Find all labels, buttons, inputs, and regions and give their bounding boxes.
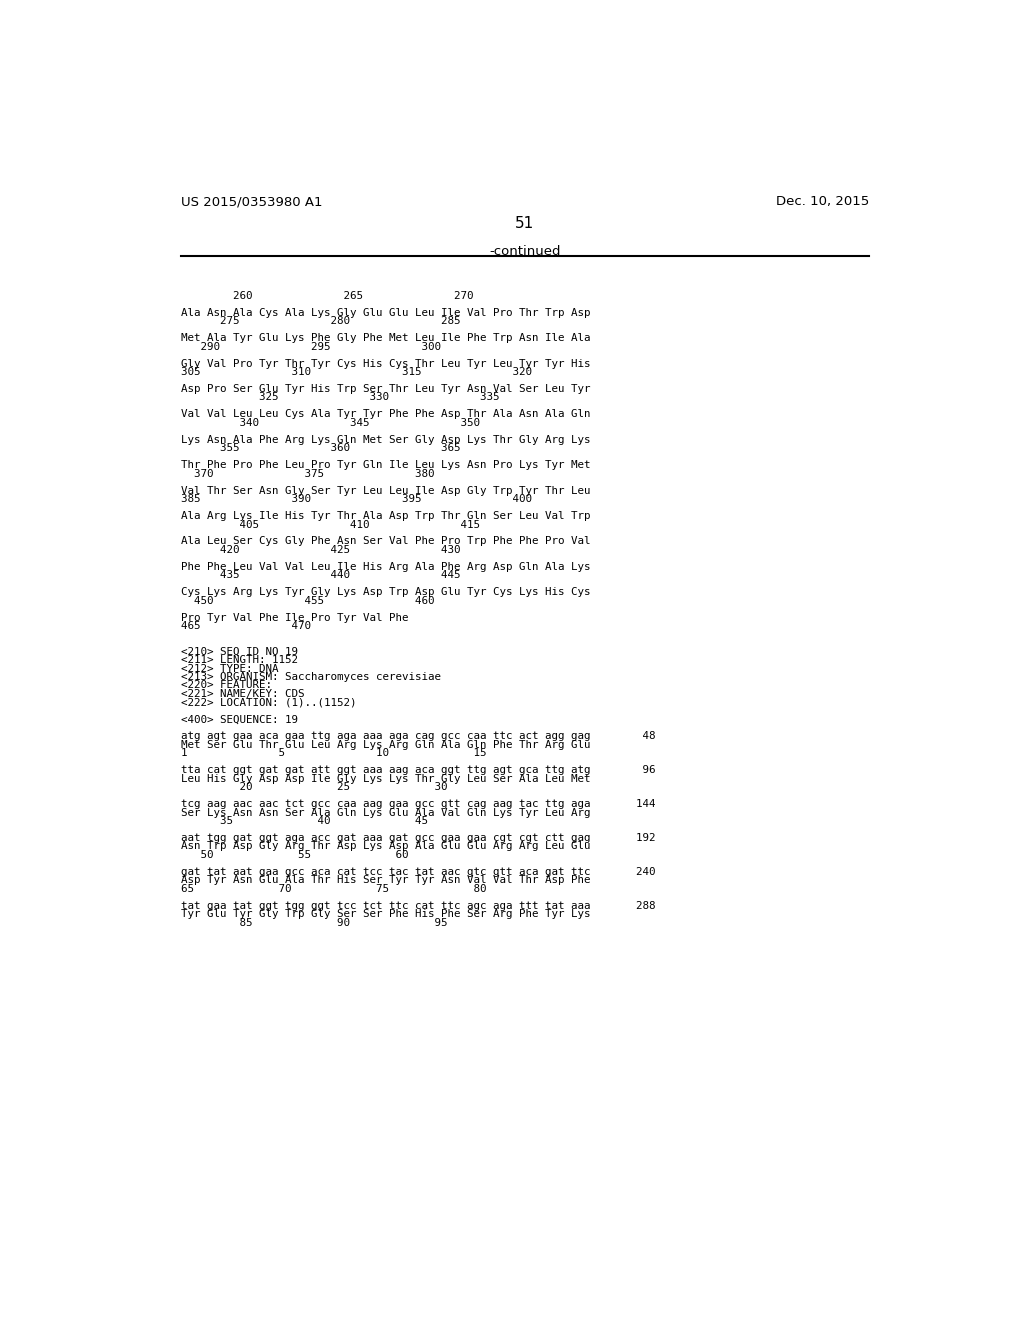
Text: 435              440              445: 435 440 445	[180, 570, 460, 581]
Text: tcg aag aac aac tct gcc caa aag gaa gcc gtt cag aag tac ttg aga       144: tcg aag aac aac tct gcc caa aag gaa gcc …	[180, 799, 655, 809]
Text: gat tat aat gaa gcc aca cat tcc tac tat aac gtc gtt aca gat ttc       240: gat tat aat gaa gcc aca cat tcc tac tat …	[180, 867, 655, 876]
Text: <213> ORGANISM: Saccharomyces cerevisiae: <213> ORGANISM: Saccharomyces cerevisiae	[180, 672, 440, 682]
Text: 85             90             95: 85 90 95	[180, 917, 447, 928]
Text: 35             40             45: 35 40 45	[180, 816, 428, 826]
Text: Met Ala Tyr Glu Lys Phe Gly Phe Met Leu Ile Phe Trp Asn Ile Ala: Met Ala Tyr Glu Lys Phe Gly Phe Met Leu …	[180, 333, 590, 343]
Text: Thr Phe Pro Phe Leu Pro Tyr Gln Ile Leu Lys Asn Pro Lys Tyr Met: Thr Phe Pro Phe Leu Pro Tyr Gln Ile Leu …	[180, 461, 590, 470]
Text: 450              455              460: 450 455 460	[180, 595, 434, 606]
Text: 275              280              285: 275 280 285	[180, 317, 460, 326]
Text: atg agt gaa aca gaa ttg aga aaa aga cag gcc caa ttc act agg gag        48: atg agt gaa aca gaa ttg aga aaa aga cag …	[180, 731, 655, 742]
Text: 405              410              415: 405 410 415	[180, 520, 479, 529]
Text: 325              330              335: 325 330 335	[180, 392, 500, 403]
Text: 20             25             30: 20 25 30	[180, 781, 447, 792]
Text: 51: 51	[515, 216, 535, 231]
Text: <400> SEQUENCE: 19: <400> SEQUENCE: 19	[180, 714, 298, 725]
Text: 305              310              315              320: 305 310 315 320	[180, 367, 531, 378]
Text: Tyr Glu Tyr Gly Trp Gly Ser Ser Phe His Phe Ser Arg Phe Tyr Lys: Tyr Glu Tyr Gly Trp Gly Ser Ser Phe His …	[180, 909, 590, 919]
Text: tta cat ggt gat gat att ggt aaa aag aca ggt ttg agt gca ttg atg        96: tta cat ggt gat gat att ggt aaa aag aca …	[180, 766, 655, 775]
Text: <222> LOCATION: (1)..(1152): <222> LOCATION: (1)..(1152)	[180, 697, 356, 708]
Text: <221> NAME/KEY: CDS: <221> NAME/KEY: CDS	[180, 689, 304, 698]
Text: Ala Asn Ala Cys Ala Lys Gly Glu Glu Leu Ile Val Pro Thr Trp Asp: Ala Asn Ala Cys Ala Lys Gly Glu Glu Leu …	[180, 308, 590, 318]
Text: Leu His Gly Asp Asp Ile Gly Lys Lys Thr Gly Leu Ser Ala Leu Met: Leu His Gly Asp Asp Ile Gly Lys Lys Thr …	[180, 774, 590, 784]
Text: 385              390              395              400: 385 390 395 400	[180, 494, 531, 504]
Text: Dec. 10, 2015: Dec. 10, 2015	[775, 195, 869, 209]
Text: 355              360              365: 355 360 365	[180, 444, 460, 453]
Text: Pro Tyr Val Phe Ile Pro Tyr Val Phe: Pro Tyr Val Phe Ile Pro Tyr Val Phe	[180, 612, 409, 623]
Text: tat gaa tat ggt tgg ggt tcc tct ttc cat ttc agc aga ttt tat aaa       288: tat gaa tat ggt tgg ggt tcc tct ttc cat …	[180, 900, 655, 911]
Text: Val Thr Ser Asn Gly Ser Tyr Leu Leu Ile Asp Gly Trp Tyr Thr Leu: Val Thr Ser Asn Gly Ser Tyr Leu Leu Ile …	[180, 486, 590, 495]
Text: Lys Asn Ala Phe Arg Lys Gln Met Ser Gly Asp Lys Thr Gly Arg Lys: Lys Asn Ala Phe Arg Lys Gln Met Ser Gly …	[180, 434, 590, 445]
Text: 1              5              10             15: 1 5 10 15	[180, 748, 486, 758]
Text: 260              265              270: 260 265 270	[180, 290, 473, 301]
Text: <212> TYPE: DNA: <212> TYPE: DNA	[180, 664, 279, 673]
Text: Gly Val Pro Tyr Thr Tyr Cys His Cys Thr Leu Tyr Leu Tyr Tyr His: Gly Val Pro Tyr Thr Tyr Cys His Cys Thr …	[180, 359, 590, 368]
Text: Ala Leu Ser Cys Gly Phe Asn Ser Val Phe Pro Trp Phe Phe Pro Val: Ala Leu Ser Cys Gly Phe Asn Ser Val Phe …	[180, 536, 590, 546]
Text: 290              295              300: 290 295 300	[180, 342, 440, 351]
Text: Asp Tyr Asn Glu Ala Thr His Ser Tyr Tyr Asn Val Val Thr Asp Phe: Asp Tyr Asn Glu Ala Thr His Ser Tyr Tyr …	[180, 875, 590, 886]
Text: Ala Arg Lys Ile His Tyr Thr Ala Asp Trp Thr Gln Ser Leu Val Trp: Ala Arg Lys Ile His Tyr Thr Ala Asp Trp …	[180, 511, 590, 521]
Text: 50             55             60: 50 55 60	[180, 850, 409, 859]
Text: <220> FEATURE:: <220> FEATURE:	[180, 681, 271, 690]
Text: Cys Lys Arg Lys Tyr Gly Lys Asp Trp Asp Glu Tyr Cys Lys His Cys: Cys Lys Arg Lys Tyr Gly Lys Asp Trp Asp …	[180, 587, 590, 597]
Text: 465              470: 465 470	[180, 622, 310, 631]
Text: 420              425              430: 420 425 430	[180, 545, 460, 554]
Text: Asp Pro Ser Glu Tyr His Trp Ser Thr Leu Tyr Asn Val Ser Leu Tyr: Asp Pro Ser Glu Tyr His Trp Ser Thr Leu …	[180, 384, 590, 393]
Text: Ser Lys Asn Asn Ser Ala Gln Lys Glu Ala Val Gln Lys Tyr Leu Arg: Ser Lys Asn Asn Ser Ala Gln Lys Glu Ala …	[180, 808, 590, 817]
Text: Val Val Leu Leu Cys Ala Tyr Tyr Phe Phe Asp Thr Ala Asn Ala Gln: Val Val Leu Leu Cys Ala Tyr Tyr Phe Phe …	[180, 409, 590, 420]
Text: aat tgg gat ggt aga acc gat aaa gat gcc gaa gaa cgt cgt ctt gag       192: aat tgg gat ggt aga acc gat aaa gat gcc …	[180, 833, 655, 843]
Text: Met Ser Glu Thr Glu Leu Arg Lys Arg Gln Ala Gln Phe Thr Arg Glu: Met Ser Glu Thr Glu Leu Arg Lys Arg Gln …	[180, 739, 590, 750]
Text: <210> SEQ ID NO 19: <210> SEQ ID NO 19	[180, 647, 298, 656]
Text: <211> LENGTH: 1152: <211> LENGTH: 1152	[180, 655, 298, 665]
Text: Phe Phe Leu Val Val Leu Ile His Arg Ala Phe Arg Asp Gln Ala Lys: Phe Phe Leu Val Val Leu Ile His Arg Ala …	[180, 562, 590, 572]
Text: 370              375              380: 370 375 380	[180, 469, 434, 479]
Text: 65             70             75             80: 65 70 75 80	[180, 884, 486, 894]
Text: 340              345              350: 340 345 350	[180, 418, 479, 428]
Text: -continued: -continued	[489, 244, 560, 257]
Text: Asn Trp Asp Gly Arg Thr Asp Lys Asp Ala Glu Glu Arg Arg Leu Glu: Asn Trp Asp Gly Arg Thr Asp Lys Asp Ala …	[180, 841, 590, 851]
Text: US 2015/0353980 A1: US 2015/0353980 A1	[180, 195, 323, 209]
